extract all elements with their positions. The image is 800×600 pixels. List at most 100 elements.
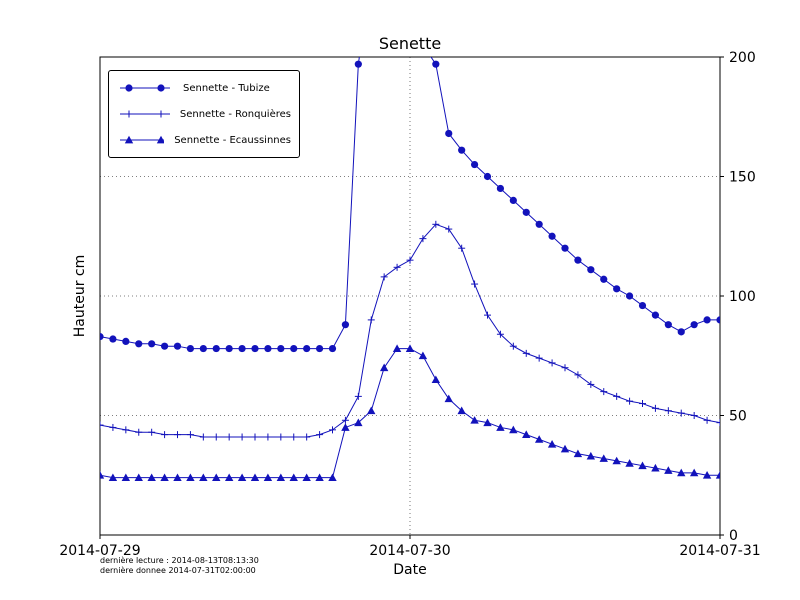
triangle-marker xyxy=(289,473,298,482)
circle-marker xyxy=(716,316,720,324)
triangle-marker xyxy=(444,394,453,403)
legend-label: Sennette - Ronquières xyxy=(179,108,291,120)
triangle-marker xyxy=(702,471,712,479)
chart-title: Senette xyxy=(378,34,442,53)
triangle-marker xyxy=(547,439,557,448)
triangle-marker xyxy=(379,363,389,372)
circle-marker xyxy=(290,344,298,353)
circle-marker xyxy=(186,344,195,353)
circle-marker xyxy=(677,328,685,336)
legend-sample-triangle-icon xyxy=(120,135,165,144)
circle-marker xyxy=(638,301,647,310)
triangle-marker xyxy=(457,406,466,415)
circle-marker xyxy=(199,344,207,353)
triangle-marker xyxy=(237,473,247,482)
circle-marker xyxy=(238,344,246,353)
triangle-marker xyxy=(134,473,143,482)
triangle-marker xyxy=(470,416,479,424)
footer-last-reading: dernière lecture : 2014-08-13T08:13:30 xyxy=(100,556,259,565)
circle-marker xyxy=(690,321,698,329)
triangle-marker xyxy=(186,473,195,482)
circle-marker xyxy=(125,84,133,92)
triangle-marker xyxy=(250,473,260,482)
circle-marker xyxy=(135,340,143,348)
series-group xyxy=(100,57,720,482)
triangle-marker xyxy=(715,471,720,479)
circle-marker xyxy=(613,285,621,293)
circle-marker xyxy=(432,60,440,68)
circle-marker xyxy=(496,184,505,193)
triangle-marker xyxy=(124,135,134,144)
y-tick-label: 150 xyxy=(729,170,756,186)
y-tick-label: 100 xyxy=(729,289,756,305)
circle-marker xyxy=(470,160,479,169)
circle-marker xyxy=(225,344,233,353)
triangle-marker xyxy=(328,473,337,482)
triangle-marker xyxy=(100,471,105,479)
triangle-marker xyxy=(483,418,492,427)
triangle-marker xyxy=(315,473,324,482)
triangle-marker xyxy=(612,456,621,465)
triangle-marker xyxy=(199,473,208,482)
y-tick-label: 200 xyxy=(729,50,756,66)
triangle-marker xyxy=(354,418,363,427)
circle-marker xyxy=(703,316,711,324)
circle-marker xyxy=(600,275,608,283)
triangle-marker xyxy=(367,406,376,415)
y-tick-label: 0 xyxy=(729,528,738,544)
triangle-marker xyxy=(509,425,518,434)
circle-marker xyxy=(277,344,285,353)
circle-marker xyxy=(122,337,130,346)
triangle-marker xyxy=(341,423,350,431)
legend-item-ronquieres: Sennette - Ronquières xyxy=(117,106,291,122)
circle-marker xyxy=(574,256,582,264)
circle-marker xyxy=(100,333,104,341)
triangle-marker xyxy=(160,473,169,482)
legend: Sennette - Tubize Sennette - Ronquières Se… xyxy=(108,70,300,158)
y-tick-label: 50 xyxy=(729,409,747,425)
triangle-marker xyxy=(108,473,118,482)
triangle-marker xyxy=(599,454,608,462)
x-tick-label: 2014-07-30 xyxy=(369,543,450,559)
circle-marker xyxy=(148,340,156,348)
circle-marker xyxy=(173,342,182,350)
circle-marker xyxy=(251,344,259,353)
legend-label: Sennette - Tubize xyxy=(183,82,270,94)
circle-marker xyxy=(458,146,466,154)
circle-marker xyxy=(535,220,543,228)
circle-marker xyxy=(587,266,595,274)
triangle-marker xyxy=(677,468,686,477)
triangle-marker xyxy=(638,461,647,470)
triangle-marker xyxy=(224,473,234,482)
legend-sample-plus-icon xyxy=(120,110,170,118)
triangle-marker xyxy=(302,473,311,482)
triangle-marker xyxy=(664,466,673,474)
legend-item-ecaussinnes: Sennette - Ecaussinnes xyxy=(117,132,291,148)
circle-marker xyxy=(664,321,672,329)
triangle-marker xyxy=(651,463,660,472)
legend-sample-circle-icon xyxy=(120,84,170,92)
y-axis-label: Hauteur cm xyxy=(72,254,88,338)
triangle-marker xyxy=(534,435,544,443)
triangle-marker xyxy=(573,449,583,458)
legend-label: Sennette - Ecaussinnes xyxy=(174,134,291,146)
footer: dernière lecture : 2014-08-13T08:13:30 d… xyxy=(100,556,259,576)
triangle-marker xyxy=(173,473,182,482)
circle-marker xyxy=(157,84,165,92)
triangle-marker xyxy=(586,451,596,460)
circle-marker xyxy=(561,244,569,252)
triangle-marker xyxy=(263,473,273,482)
x-axis-label: Date xyxy=(393,562,427,578)
triangle-marker xyxy=(560,444,570,453)
circle-marker xyxy=(509,196,517,204)
circle-marker xyxy=(109,335,117,343)
circle-marker xyxy=(328,344,337,353)
circle-marker xyxy=(548,232,556,240)
circle-marker xyxy=(625,292,634,300)
x-tick-label: 2014-07-29 xyxy=(59,543,140,559)
circle-marker xyxy=(341,321,350,329)
x-tick-label: 2014-07-31 xyxy=(679,543,760,559)
circle-marker xyxy=(160,342,169,350)
